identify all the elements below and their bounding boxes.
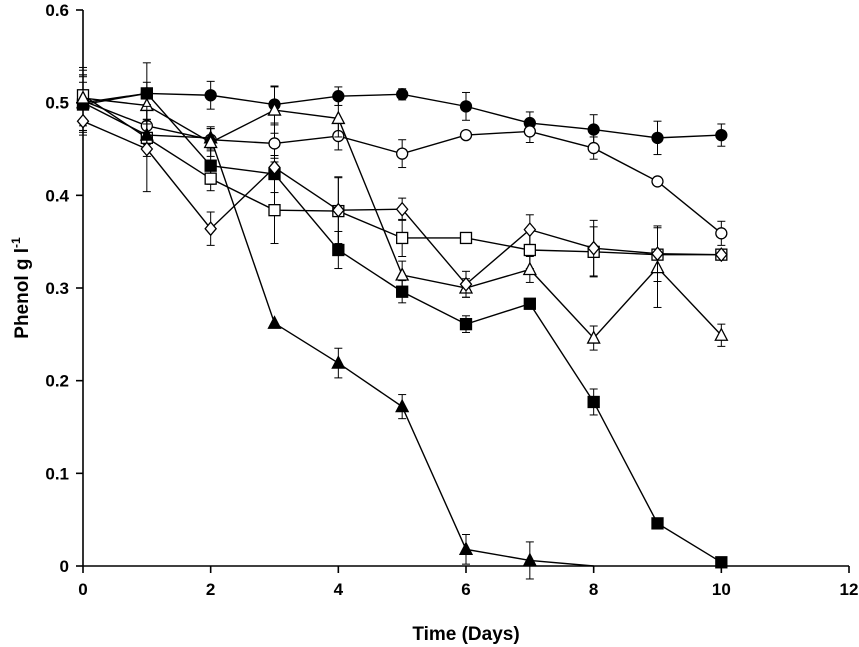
data-point-filled-circle	[651, 131, 664, 145]
y-tick-label-5: 0.5	[45, 94, 69, 113]
data-point-open-circle	[459, 128, 473, 142]
data-point-open-diamond	[268, 160, 281, 176]
data-point-open-circle	[651, 175, 664, 188]
data-point-filled-square	[715, 556, 728, 569]
y-tick-label-0: 0	[60, 557, 69, 576]
data-point-filled-triangle	[331, 355, 346, 369]
data-point-open-diamond	[204, 221, 218, 237]
data-point-open-diamond	[76, 113, 90, 129]
data-point-open-circle	[523, 125, 536, 138]
series-filled-square	[76, 62, 728, 569]
y-tick-label-4: 0.4	[45, 186, 69, 205]
y-tick-label-2: 0.2	[45, 372, 69, 391]
x-axis-title: Time (Days)	[412, 624, 519, 645]
data-point-open-triangle	[267, 102, 282, 116]
x-tick-label-0: 0	[78, 580, 87, 599]
data-point-filled-circle	[396, 88, 409, 101]
data-point-open-triangle	[395, 267, 410, 281]
data-point-open-square	[204, 172, 217, 185]
y-axis-title-text: Phenol g l	[12, 248, 33, 339]
data-point-filled-square	[459, 317, 473, 331]
data-point-filled-triangle	[267, 315, 282, 329]
data-point-filled-circle	[459, 100, 473, 113]
data-point-open-triangle	[586, 330, 601, 344]
data-point-open-square	[396, 231, 409, 245]
data-point-filled-square	[523, 297, 536, 310]
data-point-open-triangle	[331, 110, 346, 125]
data-point-filled-triangle	[522, 552, 537, 567]
data-point-filled-triangle	[395, 398, 410, 413]
x-tick-label-2: 4	[334, 580, 344, 599]
data-point-open-diamond	[523, 222, 537, 238]
y-axis-title-superscript: -1	[9, 237, 23, 248]
data-point-open-triangle	[75, 90, 91, 104]
x-tick-label-5: 10	[712, 580, 731, 599]
data-point-open-square	[523, 243, 536, 257]
y-tick-label-3: 0.3	[45, 279, 69, 298]
data-point-open-circle	[268, 137, 281, 150]
data-point-open-diamond	[459, 276, 473, 292]
x-tick-label-1: 2	[206, 580, 215, 599]
data-point-filled-square	[332, 243, 345, 257]
data-point-open-diamond	[714, 247, 728, 263]
data-point-open-circle	[396, 147, 409, 160]
data-point-filled-square	[651, 517, 664, 530]
series-filled-triangle	[75, 74, 594, 580]
y-tick-label-6: 0.6	[45, 1, 69, 20]
data-point-filled-square	[587, 395, 600, 409]
data-point-open-diamond	[587, 240, 601, 256]
data-point-filled-triangle	[458, 541, 474, 555]
data-point-open-triangle	[714, 327, 729, 341]
data-point-open-diamond	[395, 201, 409, 217]
data-point-open-diamond	[651, 246, 664, 262]
data-point-open-triangle	[203, 134, 218, 149]
x-tick-label-4: 8	[589, 580, 598, 599]
data-point-filled-circle	[204, 89, 217, 102]
y-axis-title: Phenol g l-1	[9, 237, 33, 339]
x-tick-label-6: 12	[840, 580, 859, 599]
series-layer	[75, 62, 729, 580]
ticks: 0 2 4 6 8 10 12 0 0.1 0.2 0.3 0.4 0.5 0.6	[45, 1, 858, 599]
data-point-open-triangle	[522, 261, 537, 276]
data-point-open-circle	[715, 227, 728, 240]
x-tick-label-3: 6	[461, 580, 470, 599]
data-point-filled-circle	[587, 123, 600, 136]
data-point-filled-circle	[715, 128, 728, 142]
y-tick-label-1: 0.1	[45, 464, 69, 483]
data-point-open-square	[268, 204, 281, 217]
data-point-open-circle	[587, 141, 600, 155]
series-line-filled-triangle	[82, 102, 594, 567]
data-point-open-diamond	[331, 202, 345, 218]
data-point-open-diamond	[140, 141, 154, 157]
data-point-open-square	[459, 231, 473, 245]
series-open-diamond	[76, 105, 728, 298]
